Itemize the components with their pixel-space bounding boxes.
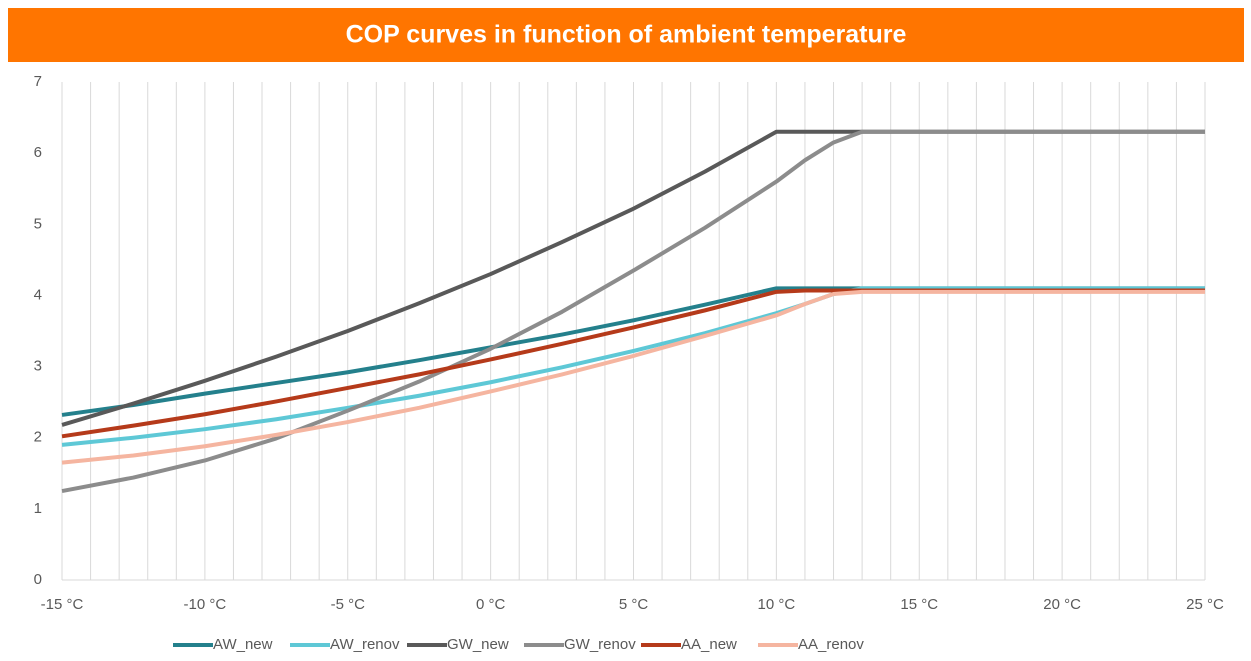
y-tick-label: 0 [34,571,42,588]
legend-label: AW_new [213,636,273,653]
series-line [61,286,1205,417]
legend-label: GW_new [447,636,509,653]
title-bar [8,8,1244,62]
x-tick-label: 5 °C [619,596,649,613]
x-tick-label: 15 °C [900,596,938,613]
y-tick-label: 6 [34,144,42,161]
y-tick-label: 4 [34,286,42,303]
x-tick-label: 25 °C [1186,596,1224,613]
x-tick-label: -15 °C [41,596,84,613]
x-tick-label: 10 °C [758,596,796,613]
x-tick-label: 0 °C [476,596,506,613]
series-line [61,289,1205,465]
x-tick-label: -10 °C [184,596,227,613]
x-tick-label: 20 °C [1043,596,1081,613]
y-tick-label: 5 [34,215,42,232]
series-line [61,129,1205,494]
legend-label: GW_renov [564,636,636,653]
y-tick-label: 1 [34,500,42,517]
legend-label: AA_renov [798,636,864,653]
series-line [61,288,1205,439]
legend-label: AW_renov [330,636,400,653]
series-line [61,129,1205,427]
y-tick-label: 7 [34,73,42,90]
legend-label: AA_new [681,636,737,653]
y-tick-label: 2 [34,429,42,446]
y-tick-label: 3 [34,358,42,375]
x-tick-label: -5 °C [331,596,366,613]
chart-title: COP curves in function of ambient temper… [346,21,907,49]
